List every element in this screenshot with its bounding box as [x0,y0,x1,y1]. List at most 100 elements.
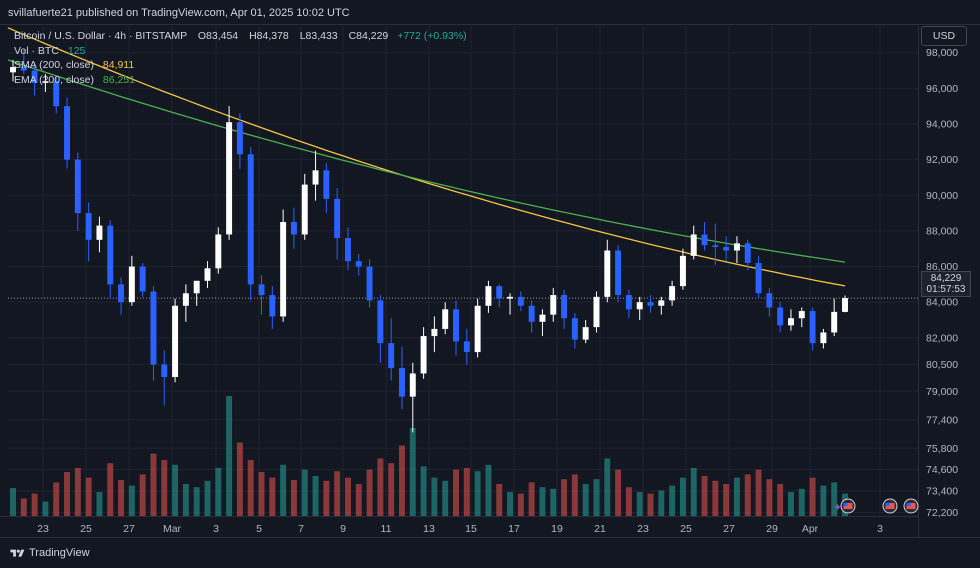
volume-bars [10,396,848,516]
candle-body [20,66,27,71]
candle-body [53,81,60,107]
candle-body [334,198,341,239]
candle-body [766,293,773,308]
volume-bar [474,471,481,516]
candle-body [118,284,125,303]
volume-bar [366,469,373,516]
time-tick-label: 9 [340,523,346,535]
volume-bar [507,492,514,516]
volume-bar [636,492,643,516]
volume-bar [820,485,827,516]
candle-body [215,234,222,269]
volume-bar [74,468,81,516]
time-tick-label: 27 [123,523,135,535]
candle-body [150,291,157,365]
volume-bar [312,476,319,516]
candle-body [193,280,200,294]
volume-bar [42,501,49,516]
candle-body [128,266,135,303]
volume-bar [172,464,179,516]
volume-bar [561,479,568,516]
price-tick-label: 82,000 [926,332,958,344]
volume-bar [280,464,287,516]
time-tick-label: Apr [802,523,819,535]
volume-bar [453,469,459,516]
candle-body [204,268,211,281]
volume-bar [463,468,470,516]
candles [10,49,848,433]
volume-bar [766,479,773,516]
candle-body [561,295,568,319]
event-markers[interactable]: ✦ [833,498,919,514]
volume-bar [604,458,611,516]
volume-bar [204,480,211,516]
candle-body [755,262,762,294]
candle-body [550,295,557,315]
volume-bar [625,487,632,516]
volume-bar [290,480,297,516]
volume-bar [571,474,578,516]
volume-bar [712,480,719,516]
time-tick-label: Mar [163,523,182,535]
publisher-text: svillafuerte21 published on TradingView.… [8,7,350,19]
volume-bar [334,471,341,516]
volume-bar [247,460,254,516]
candle-body [744,243,751,263]
candle-body [679,255,686,287]
price-tick-label: 86,000 [926,261,958,273]
volume-bar [128,485,135,516]
candle-body [474,305,481,353]
volume-bar [701,476,708,516]
volume-bar [161,460,168,516]
tradingview-brand: TradingView [29,547,90,559]
price-tick-label: 74,600 [926,464,958,476]
volume-bar [615,469,622,516]
price-tick-label: 73,400 [926,486,958,498]
candle-body [31,70,38,84]
volume-bar [118,480,125,516]
candle-body [442,309,449,329]
ema-200-path [7,59,846,263]
volume-bar [150,453,157,516]
price-tick-label: 90,000 [926,190,958,202]
volume-bar [10,488,16,516]
volume-bar [226,396,233,516]
sma-200-line [7,27,846,287]
time-tick-label: 15 [465,523,477,535]
candle-body [463,341,470,353]
time-axis[interactable]: 23 25 27 Mar 3 5 7 9 11 13 15 17 19 21 23 25 27 29 Apr 3 [37,523,883,535]
candle-body [571,318,578,340]
volume-bar [582,484,589,516]
volume-bar [269,477,276,516]
candle-body [420,336,427,374]
ema-200-line [7,59,846,263]
candle-body [226,122,233,235]
volume-bar [593,479,600,516]
volume-bar [798,488,805,516]
candle-body [301,184,308,235]
candle-body [712,245,719,247]
candle-body [139,266,146,292]
candle-body [658,300,665,306]
candle-body [96,225,103,240]
volume-bar [182,484,189,516]
price-tick-label: 80,500 [926,359,958,371]
candle-body [10,66,16,73]
candle-body [669,286,676,301]
volume-bar [96,492,103,516]
price-axis[interactable]: 98,000 96,000 94,000 92,000 90,000 88,000 86,0… [926,47,958,519]
candle-body [842,298,848,312]
candle-body [161,364,168,378]
candle-body [788,318,794,326]
candle-body [182,293,189,306]
tradingview-logo-icon [10,549,25,557]
time-tick-label: 21 [594,523,606,535]
candle-body [690,234,697,256]
time-tick-label: 25 [80,523,92,535]
tradingview-logo[interactable]: TradingView [10,547,90,559]
candle-body [820,332,827,344]
last-price-tag: 84,229 01:57:53 [921,271,971,297]
currency-selector[interactable]: USD [921,26,967,46]
candle-body [507,296,514,299]
